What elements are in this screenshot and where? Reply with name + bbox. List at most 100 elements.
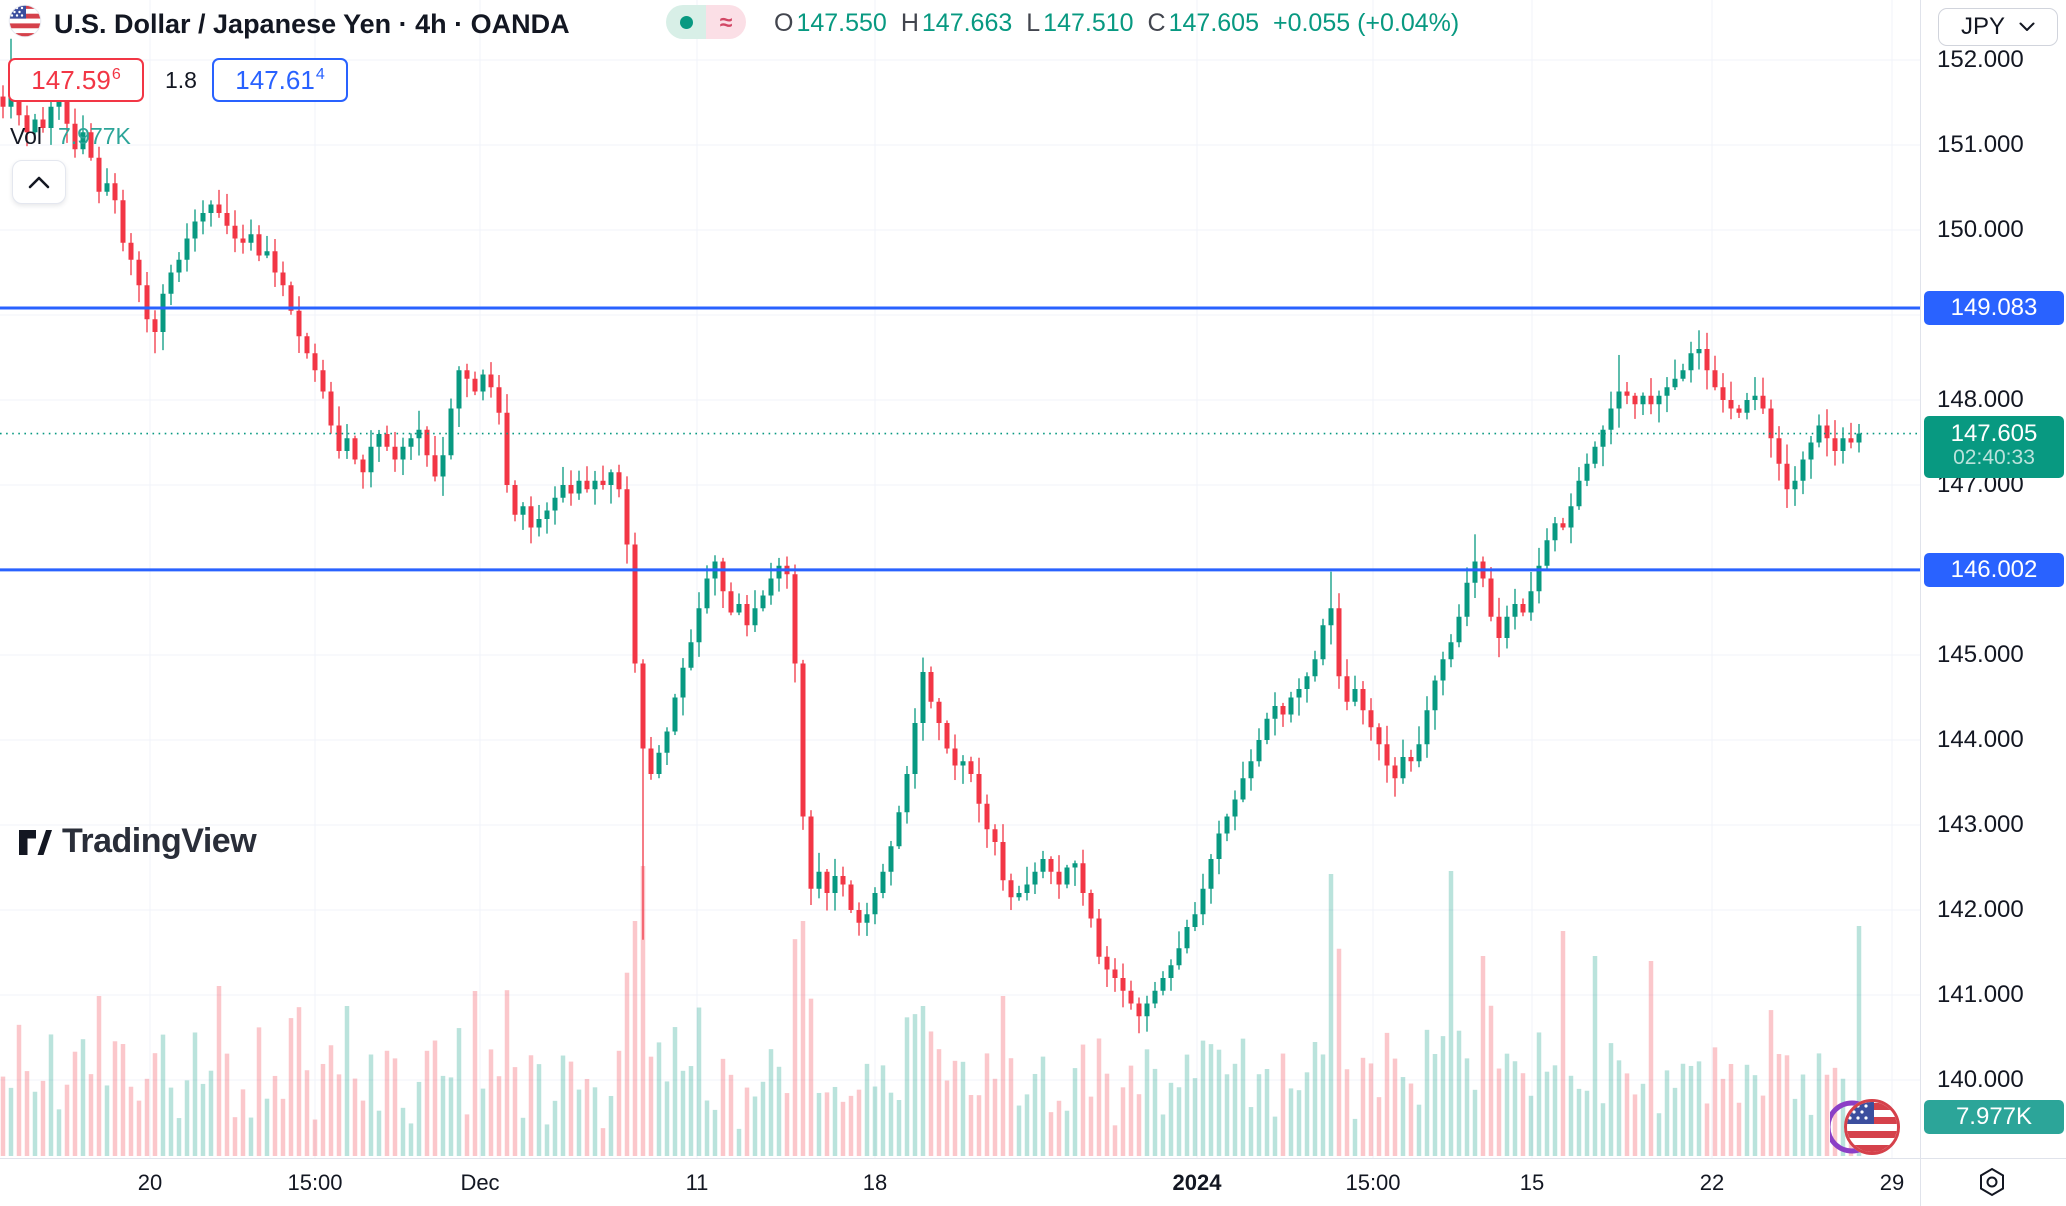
candle-body	[1624, 391, 1630, 396]
volume-bar	[1312, 1042, 1318, 1156]
volume-bar	[912, 1014, 918, 1156]
price-scale[interactable]: JPY 152.000 151.000 150.000 148.000 147.000 1…	[1920, 0, 2066, 1158]
candle-body	[1776, 438, 1782, 464]
volume-bar	[536, 1064, 542, 1156]
volume-bar	[1432, 1054, 1438, 1156]
candle-body	[48, 106, 54, 128]
volume-bar	[368, 1054, 374, 1156]
volume-bar	[432, 1040, 438, 1156]
candle-body	[1504, 616, 1510, 638]
volume-bar	[656, 1042, 662, 1156]
current-price-value: 147.605	[1950, 419, 2038, 447]
candle-body	[224, 213, 230, 226]
volume-bar	[664, 1081, 670, 1156]
candle-body	[288, 285, 294, 311]
candle-body	[720, 561, 726, 592]
candle-body	[832, 876, 838, 893]
delayed-data-approx-icon: ≈	[719, 8, 733, 35]
candle-body	[392, 446, 398, 460]
volume-bar	[1472, 1089, 1478, 1156]
candle-body	[1384, 744, 1390, 766]
candle-body	[240, 238, 246, 243]
volume-bar	[1040, 1056, 1046, 1156]
collapse-panel-button[interactable]	[12, 160, 66, 204]
market-flag-watermark-icon	[1825, 1094, 1906, 1160]
price-axis-tick: 150.000	[1937, 216, 2024, 243]
candle-body	[1648, 395, 1654, 405]
volume-bar	[408, 1123, 414, 1156]
volume-bar	[568, 1061, 574, 1156]
candle-body	[696, 608, 702, 643]
tradingview-logo-link[interactable]: TradingView	[16, 822, 257, 861]
price-axis-tick: 145.000	[1937, 641, 2024, 668]
candle-body	[1760, 395, 1766, 409]
candle-body	[776, 565, 782, 579]
symbol-title[interactable]: U.S. Dollar / Japanese Yen · 4h · OANDA	[54, 8, 570, 39]
volume-bar	[1608, 1043, 1614, 1156]
volume-bar	[128, 1086, 134, 1156]
candle-body	[360, 459, 366, 473]
candle-body	[544, 510, 550, 519]
volume-bar	[456, 1028, 462, 1156]
volume-bar	[1176, 1087, 1182, 1156]
volume-bar	[168, 1087, 174, 1156]
buy-ask-button[interactable]: 147.61 4	[212, 58, 348, 102]
candle-body	[800, 663, 806, 817]
volume-bar	[1648, 961, 1654, 1156]
candle-body	[1640, 395, 1646, 405]
volume-bar	[1288, 1088, 1294, 1156]
market-status-indicator[interactable]: ≈	[666, 5, 746, 39]
time-axis-tick: 15:00	[1345, 1170, 1401, 1195]
volume-bar	[1224, 1074, 1230, 1156]
volume-bar	[312, 1119, 318, 1156]
volume-bar	[1256, 1074, 1262, 1156]
volume-bar	[1376, 1097, 1382, 1156]
volume-bar	[1216, 1049, 1222, 1156]
volume-bar	[792, 939, 798, 1156]
candle-body	[1128, 990, 1134, 1004]
volume-bar	[56, 1109, 62, 1156]
price-level-label[interactable]: 149.083	[1924, 290, 2064, 325]
candle-body	[1200, 888, 1206, 915]
volume-bar	[256, 1027, 262, 1156]
price-level-label[interactable]: 146.002	[1924, 552, 2064, 587]
candle-body	[912, 723, 918, 774]
volume-bar	[552, 1100, 558, 1156]
candle-body	[1584, 463, 1590, 481]
volume-bar	[1712, 1047, 1718, 1156]
candle-body	[1096, 918, 1102, 957]
chart-settings-button[interactable]	[1975, 1165, 2009, 1199]
volume-bar	[1024, 1094, 1030, 1156]
current-price-label[interactable]: 147.605 02:40:33	[1924, 415, 2064, 478]
volume-bar	[1136, 1094, 1142, 1156]
volume-bar	[1744, 1064, 1750, 1156]
time-scale[interactable]: 20 15:00 Dec 11 18 2024 15:00 15 22 29	[0, 1158, 2066, 1206]
volume-bar	[8, 1087, 14, 1156]
volume-bar	[1576, 1088, 1582, 1156]
price-axis-tick: 143.000	[1937, 811, 2024, 838]
volume-bar	[1816, 1053, 1822, 1156]
volume-bar	[560, 1055, 566, 1156]
chart-canvas[interactable]	[0, 0, 1920, 1158]
candle-body	[1512, 604, 1518, 617]
candle-body	[960, 761, 966, 766]
volume-bar	[1384, 1032, 1390, 1156]
candle-body	[1256, 740, 1262, 762]
currency-selector[interactable]: JPY	[1938, 8, 2058, 46]
volume-bar	[1064, 1110, 1070, 1156]
volume-bar	[576, 1089, 582, 1156]
volume-bar	[672, 1027, 678, 1156]
candle-body	[1120, 978, 1126, 991]
volume-bar	[72, 1051, 78, 1156]
candle-body	[1736, 408, 1742, 413]
volume-bar	[1240, 1038, 1246, 1156]
volume-bar	[1536, 1032, 1542, 1156]
close-label: C	[1147, 8, 1166, 37]
volume-bar	[1144, 1049, 1150, 1156]
candle-body	[1568, 506, 1574, 528]
volume-bar	[584, 1078, 590, 1156]
volume-bar	[520, 1117, 526, 1156]
volume-bar	[120, 1044, 126, 1156]
candle-body	[40, 119, 46, 128]
sell-bid-button[interactable]: 147.59 6	[8, 58, 144, 102]
